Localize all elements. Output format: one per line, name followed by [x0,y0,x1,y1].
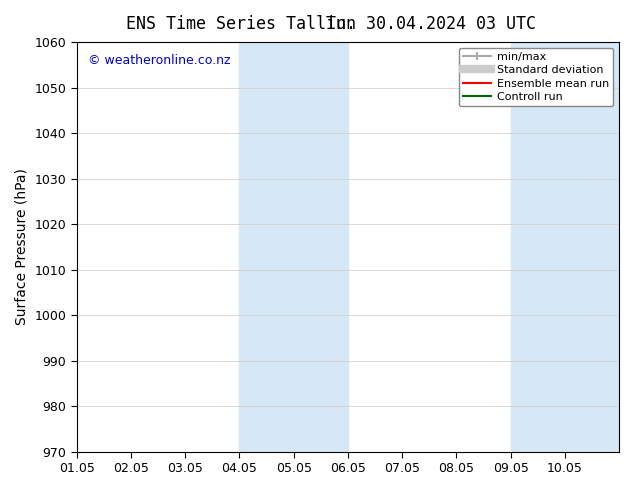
Text: ENS Time Series Tallinn: ENS Time Series Tallinn [126,15,356,33]
Text: © weatheronline.co.nz: © weatheronline.co.nz [87,54,230,67]
Y-axis label: Surface Pressure (hPa): Surface Pressure (hPa) [15,169,29,325]
Bar [510,42,619,452]
Legend: min/max, Standard deviation, Ensemble mean run, Controll run: min/max, Standard deviation, Ensemble me… [459,48,614,106]
Bar [240,42,348,452]
Text: Tu. 30.04.2024 03 UTC: Tu. 30.04.2024 03 UTC [326,15,536,33]
